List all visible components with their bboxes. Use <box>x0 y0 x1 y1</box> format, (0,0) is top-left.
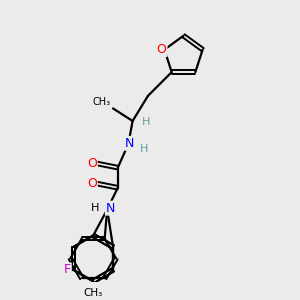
Text: H: H <box>90 203 99 213</box>
Text: N: N <box>125 137 134 150</box>
Text: N: N <box>106 202 115 214</box>
Text: O: O <box>87 157 97 170</box>
Text: CH₃: CH₃ <box>93 97 111 107</box>
Text: H: H <box>142 117 150 128</box>
Text: CH₃: CH₃ <box>84 288 103 298</box>
Text: F: F <box>64 263 71 276</box>
Text: O: O <box>87 177 97 190</box>
Text: H: H <box>140 144 148 154</box>
Text: O: O <box>157 43 166 56</box>
